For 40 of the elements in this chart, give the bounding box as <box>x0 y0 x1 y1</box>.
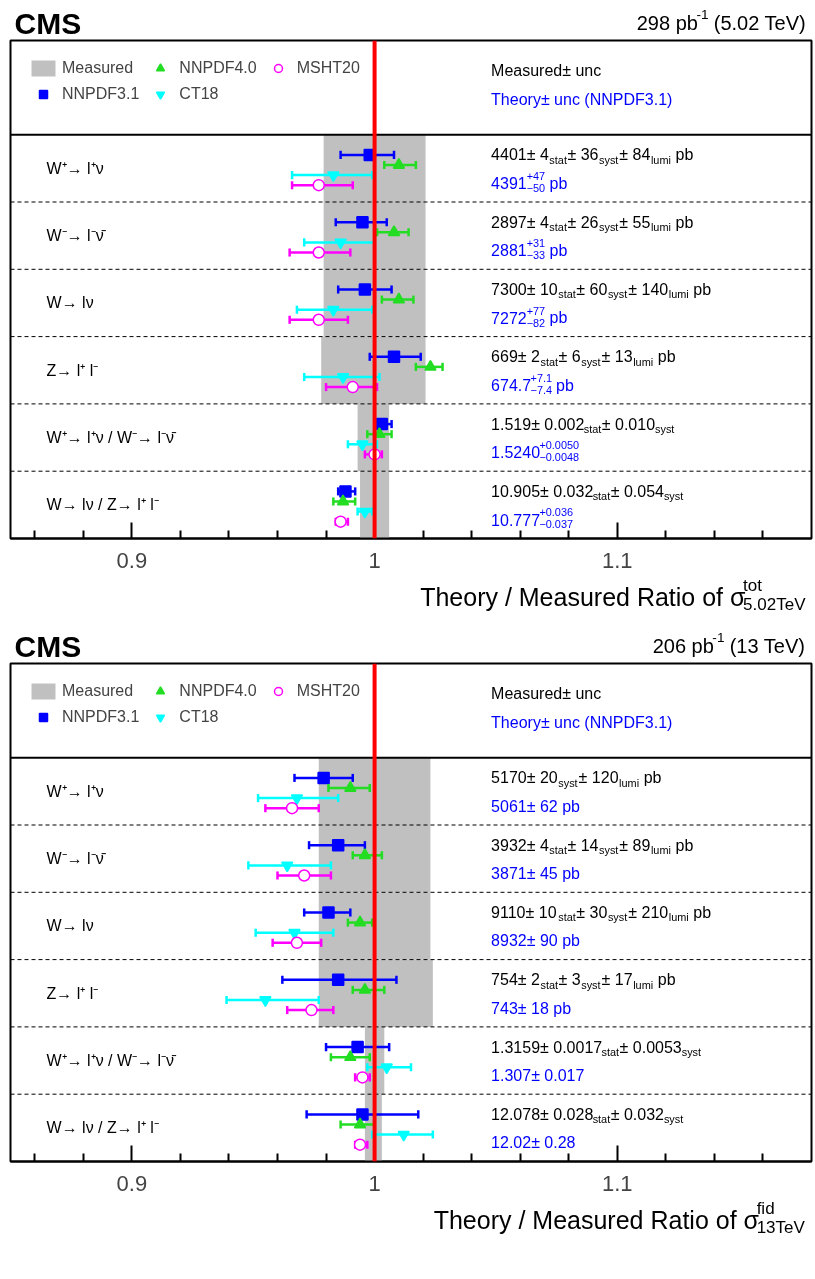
legend-label: CT18 <box>179 85 219 103</box>
legend-label: Measured <box>62 59 134 77</box>
x-tick-label: 0.9 <box>116 547 148 573</box>
x-tick-label: 1.1 <box>602 1170 633 1196</box>
y-tick-label: W⁺→ l⁺ν / W⁻→ l⁻ν̄ <box>46 429 178 447</box>
legend-label: NNPDF4.0 <box>179 682 257 700</box>
x-tick-label: 1 <box>368 547 381 573</box>
legend-label: MSHT20 <box>296 682 360 700</box>
y-tick-label: W→ lν <box>46 917 94 935</box>
x-tick-label: 1 <box>368 1170 381 1196</box>
text: Measured± unc <box>491 685 602 703</box>
annotation: 743± 18 pb <box>491 999 572 1017</box>
text: Theory± unc (NNPDF3.1) <box>491 713 673 731</box>
y-tick-label: Z→ l⁺ l⁻ <box>46 361 99 379</box>
legend-label: NNPDF3.1 <box>62 85 140 103</box>
chart-title: CMS <box>14 629 82 663</box>
text: Measured± unc <box>491 62 602 80</box>
x-tick-label: 0.9 <box>116 1170 148 1196</box>
text: Theory± unc (NNPDF3.1) <box>491 90 673 108</box>
chart-title: CMS <box>14 6 82 40</box>
annotation: 8932± 90 pb <box>491 932 581 950</box>
y-tick-label: W→ lν / Z→ l⁺ l⁻ <box>46 1119 159 1137</box>
legend-label: Measured <box>62 682 134 700</box>
y-tick-label: W⁺→ l⁺ν <box>46 159 104 177</box>
legend-label: CT18 <box>179 708 219 726</box>
annotation: 1.307± 0.017 <box>491 1066 585 1084</box>
legend-label: MSHT20 <box>296 59 360 77</box>
y-tick-label: W⁺→ l⁺ν / W⁻→ l⁻ν̄ <box>46 1052 178 1070</box>
legend-label: NNPDF4.0 <box>179 59 257 77</box>
annotation: 3871± 45 pb <box>491 864 581 882</box>
y-tick-label: W→ lν <box>46 294 94 312</box>
y-tick-label: W→ lν / Z→ l⁺ l⁻ <box>46 496 159 514</box>
y-tick-label: W⁻→ l⁻ν̄ <box>46 850 107 868</box>
legend-label: NNPDF3.1 <box>62 708 140 726</box>
x-tick-label: 1.1 <box>602 547 633 573</box>
y-tick-label: Z→ l⁺ l⁻ <box>46 984 99 1002</box>
annotation: 5061± 62 pb <box>491 797 581 815</box>
y-tick-label: W⁻→ l⁻ν̄ <box>46 227 107 245</box>
annotation: 12.02± 0.28 <box>491 1134 576 1152</box>
y-tick-label: W⁺→ l⁺ν <box>46 782 104 800</box>
